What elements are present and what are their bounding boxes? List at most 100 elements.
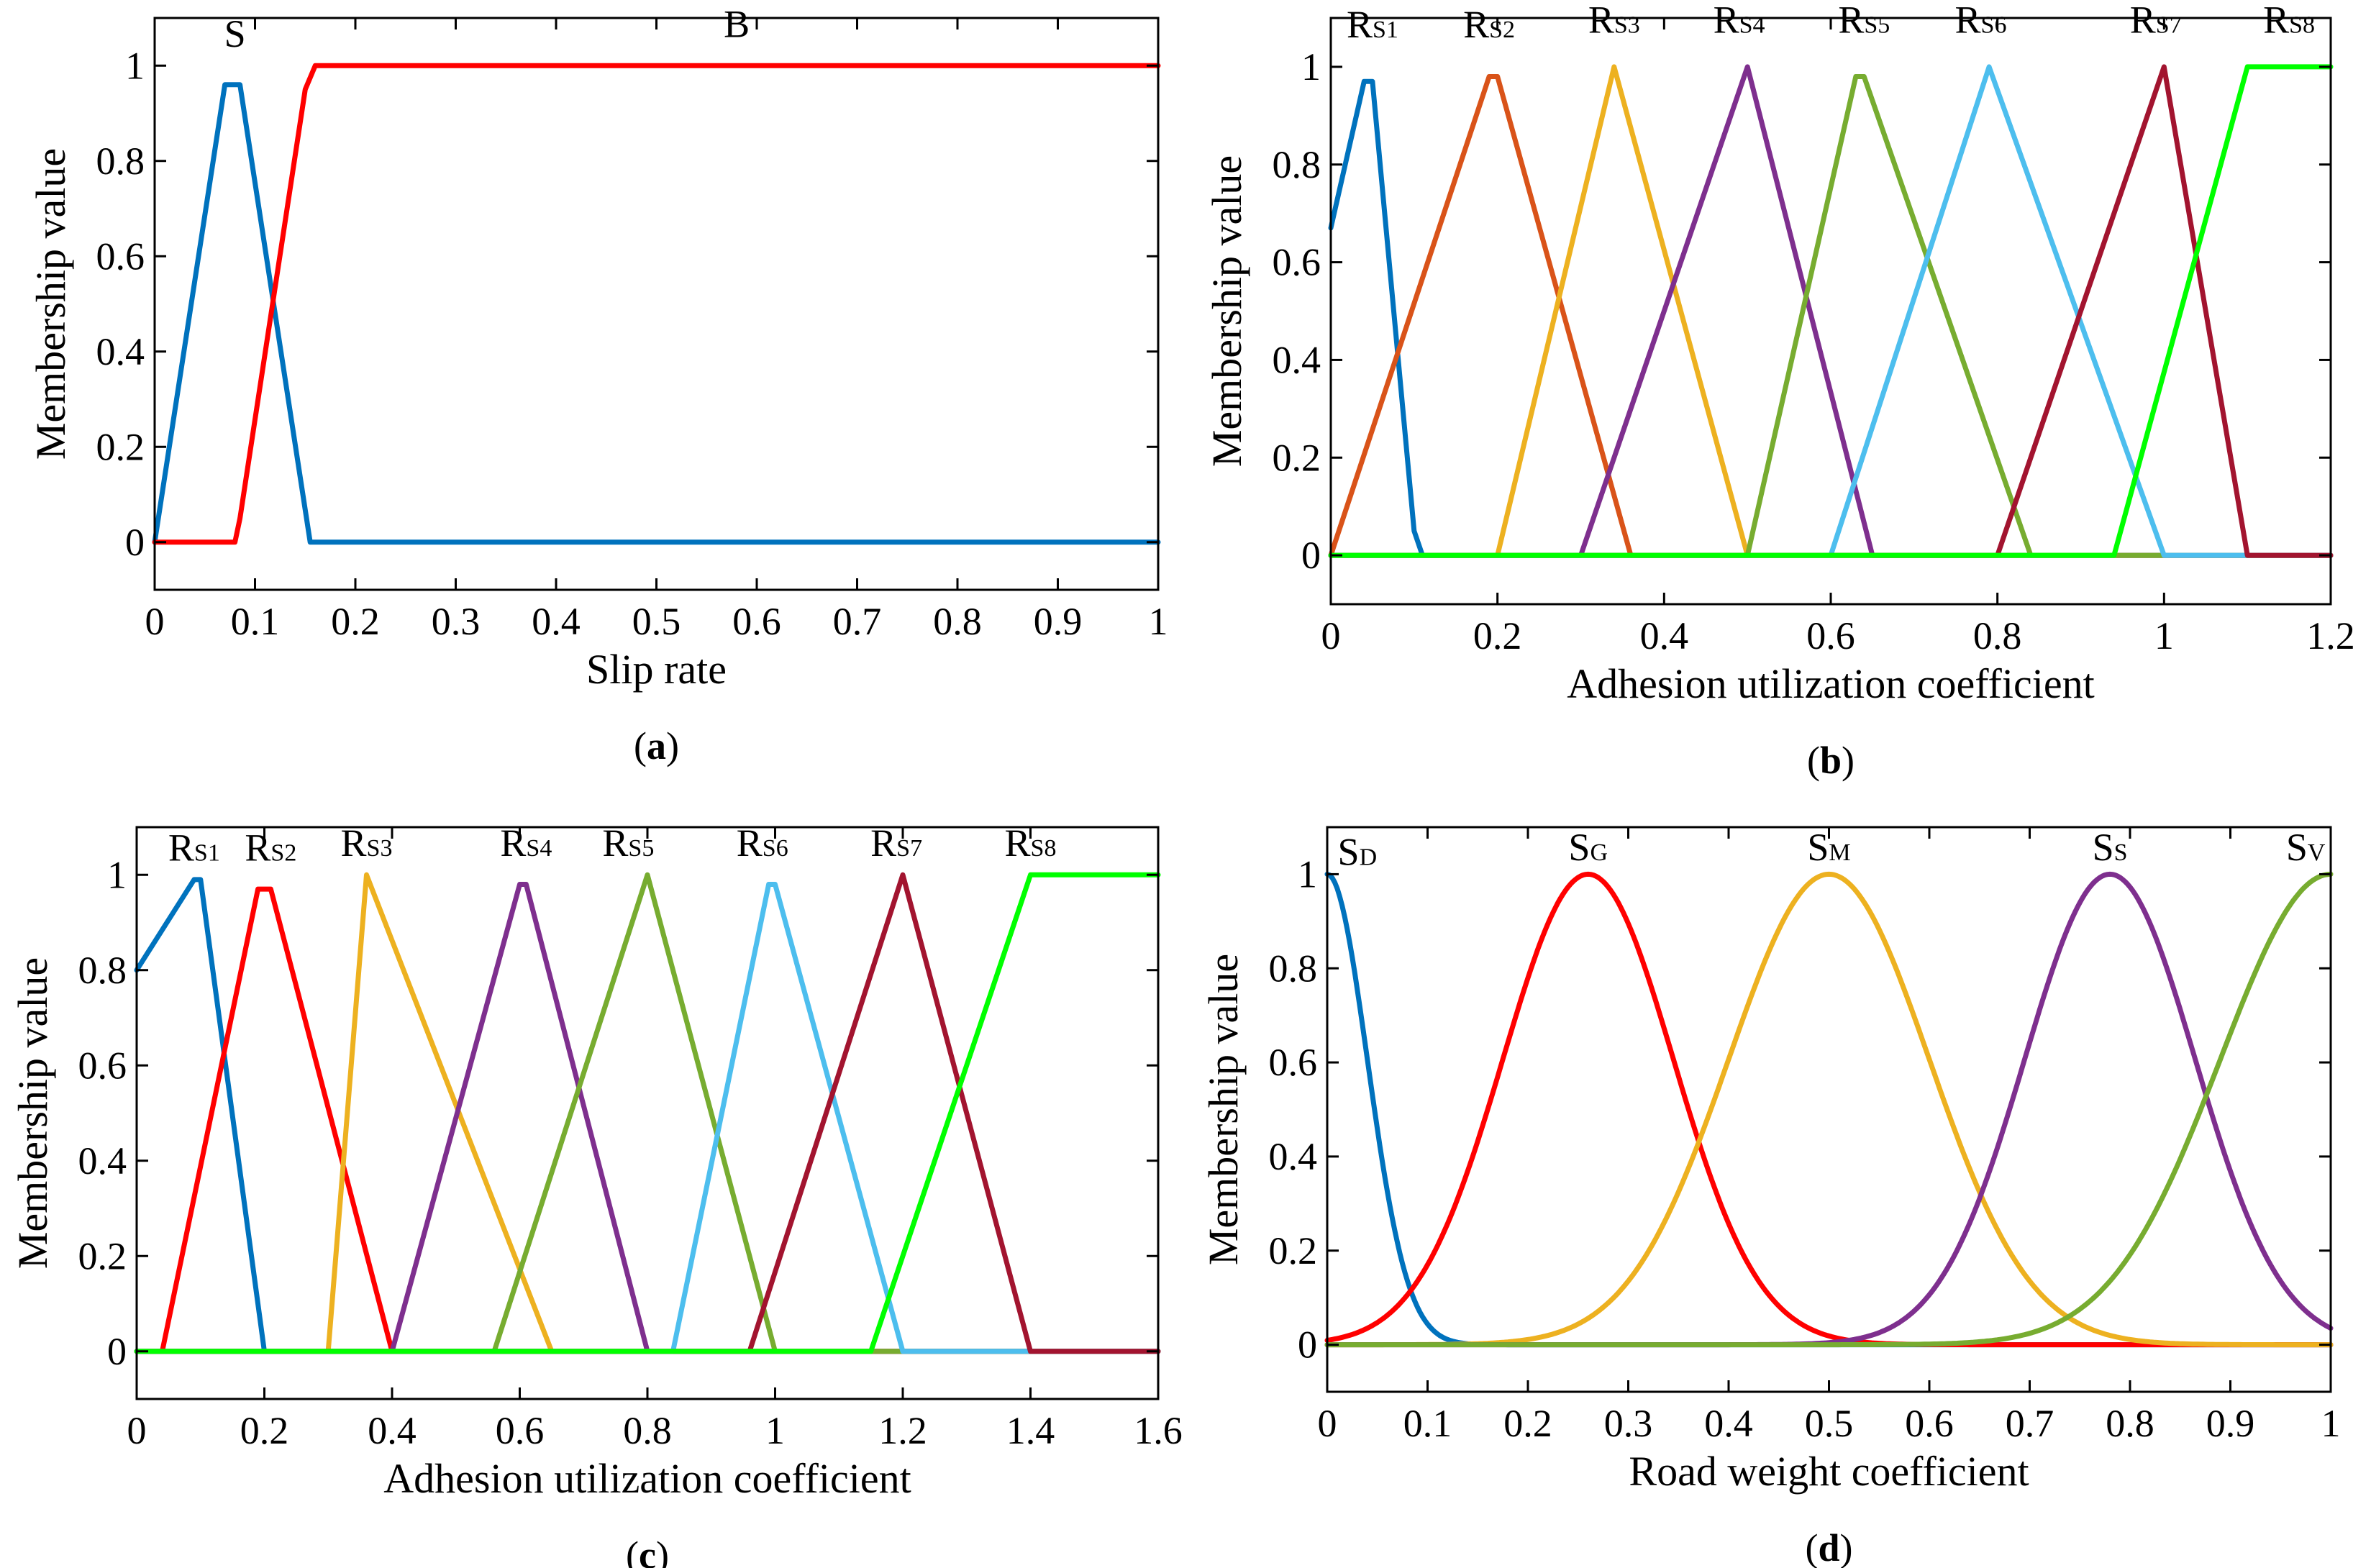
y-tick-label: 0.2	[1273, 436, 1321, 479]
series-label-subscript: D	[1360, 844, 1378, 870]
x-tick-label: 0.5	[1805, 1402, 1854, 1445]
x-axis-label: Road weight coefficient	[1629, 1448, 2029, 1495]
x-tick-label: 0.3	[1604, 1402, 1653, 1445]
y-tick-label: 0.2	[96, 425, 145, 468]
series-label-main: R	[1347, 3, 1373, 46]
series-label-subscript: S6	[763, 835, 788, 862]
series-label-sd: SD	[1338, 830, 1378, 873]
series-label-rs1: RS1	[1347, 3, 1398, 46]
x-tick-label: 0.4	[1640, 614, 1689, 657]
series-label-rs4: RS4	[1714, 0, 1765, 41]
x-tick-label: 0.8	[933, 600, 982, 643]
series-label-rs3: RS3	[1588, 0, 1640, 41]
caption-close-paren: )	[1842, 739, 1855, 782]
series-label-subscript: S8	[1031, 835, 1057, 862]
series-label-subscript: S6	[1981, 12, 2007, 38]
x-tick-label: 0.6	[732, 600, 781, 643]
x-tick-label: 0.6	[1806, 614, 1855, 657]
x-tick-label: 1.2	[2306, 614, 2355, 657]
x-tick-label: 0.2	[331, 600, 380, 643]
panel-d-road-weight-chart: 0 0.1 0.2 0.3 0.4 0.5 0.6 0.7 0.8 0.9 1 0 0.2 0.4 0.6 0…	[1200, 826, 2341, 1568]
series-label-main: S	[224, 12, 246, 55]
series-line-sd	[1324, 871, 2334, 1348]
x-tick-label: 1.6	[1134, 1409, 1183, 1452]
series-label-subscript: M	[1829, 839, 1850, 866]
y-tick-label: 0.8	[1269, 947, 1318, 990]
series-line-rs8	[1328, 64, 2334, 558]
x-tick-label: 0.9	[2206, 1402, 2255, 1445]
series-label-subscript: S7	[2156, 12, 2182, 38]
caption-close-paren: )	[666, 724, 679, 767]
series-label-rs6: RS6	[1955, 0, 2007, 41]
series-label-subscript: S5	[1864, 12, 1890, 38]
x-tick-label: 0.1	[1403, 1402, 1452, 1445]
series-label-subscript: S8	[2289, 12, 2315, 38]
series-label-main: S	[2093, 826, 2114, 869]
series-label-rs3: RS3	[341, 821, 393, 865]
series-label-main: R	[1714, 0, 1739, 41]
x-tick-label: 0.5	[632, 600, 681, 643]
series-label-b: B	[724, 3, 750, 46]
series-label-main: S	[1568, 826, 1590, 869]
series-label-main: S	[1807, 826, 1829, 869]
series-label-sv: SV	[2286, 826, 2326, 869]
caption-open-paren: (	[1805, 1526, 1818, 1568]
y-tick-label: 0.6	[78, 1044, 127, 1087]
caption-letter: b	[1820, 739, 1842, 782]
panel-caption: (c)	[626, 1533, 669, 1568]
y-tick-label: 1	[1298, 852, 1317, 895]
series-label-rs8: RS8	[2263, 0, 2315, 41]
series-label-main: R	[1588, 0, 1614, 41]
panel-caption: (d)	[1805, 1526, 1852, 1568]
series-line-rs8	[134, 872, 1161, 1354]
panel-caption: (b)	[1807, 739, 1855, 782]
series-label-main: R	[2263, 0, 2289, 41]
x-tick-label: 0.4	[532, 600, 581, 643]
series-label-main: R	[870, 821, 896, 865]
x-tick-label: 0.7	[2006, 1402, 2054, 1445]
caption-close-paren: )	[1840, 1526, 1853, 1568]
series-label-subscript: S	[2114, 839, 2128, 866]
series-label-rs4: RS4	[500, 821, 552, 865]
series-label-rs7: RS7	[2130, 0, 2182, 41]
x-tick-label: 0.2	[1473, 614, 1522, 657]
x-tick-label: 0.2	[1503, 1402, 1552, 1445]
y-tick-label: 0.2	[78, 1234, 127, 1277]
series-label-main: R	[602, 821, 628, 865]
y-tick-label: 0.6	[1269, 1041, 1318, 1084]
series-label-main: R	[1463, 3, 1489, 46]
x-tick-label: 0.3	[432, 600, 481, 643]
series-label-main: R	[341, 821, 367, 865]
series-label-subscript: S2	[1489, 17, 1515, 43]
y-axis-label: Membership value	[9, 957, 56, 1269]
series-line-sm	[1324, 871, 2334, 1348]
y-tick-label: 1	[125, 44, 145, 87]
series-label-main: R	[500, 821, 526, 865]
series-label-main: R	[245, 826, 270, 869]
series-label-sm: SM	[1807, 826, 1850, 869]
y-tick-label: 0	[107, 1330, 127, 1373]
series-label-rs2: RS2	[245, 826, 296, 869]
caption-letter: c	[639, 1533, 656, 1568]
x-tick-label: 0	[1318, 1402, 1337, 1445]
x-tick-label: 0.4	[368, 1409, 417, 1452]
x-tick-label: 0.7	[833, 600, 882, 643]
y-tick-label: 1	[1301, 45, 1321, 88]
y-axis-label: Membership value	[1200, 954, 1247, 1265]
series-line-b	[152, 63, 1161, 545]
series-label-subscript: S1	[1373, 17, 1398, 43]
caption-close-paren: )	[656, 1533, 669, 1568]
series-label-main: R	[1955, 0, 1981, 41]
y-tick-label: 0.8	[96, 140, 145, 183]
x-tick-label: 0	[1321, 614, 1341, 657]
y-tick-label: 0.4	[1273, 338, 1321, 381]
series-line-sv	[1324, 871, 2334, 1348]
x-tick-label: 0.2	[240, 1409, 289, 1452]
y-tick-label: 0.4	[78, 1139, 127, 1182]
series-label-rs7: RS7	[870, 821, 922, 865]
series-label-subscript: S3	[1614, 12, 1640, 38]
panel-c-adhesion-chart: 0 0.2 0.4 0.6 0.8 1 1.2 1.4 1.600.20.40.60.81RS1…	[9, 821, 1183, 1568]
series-label-subscript: S2	[270, 839, 296, 866]
